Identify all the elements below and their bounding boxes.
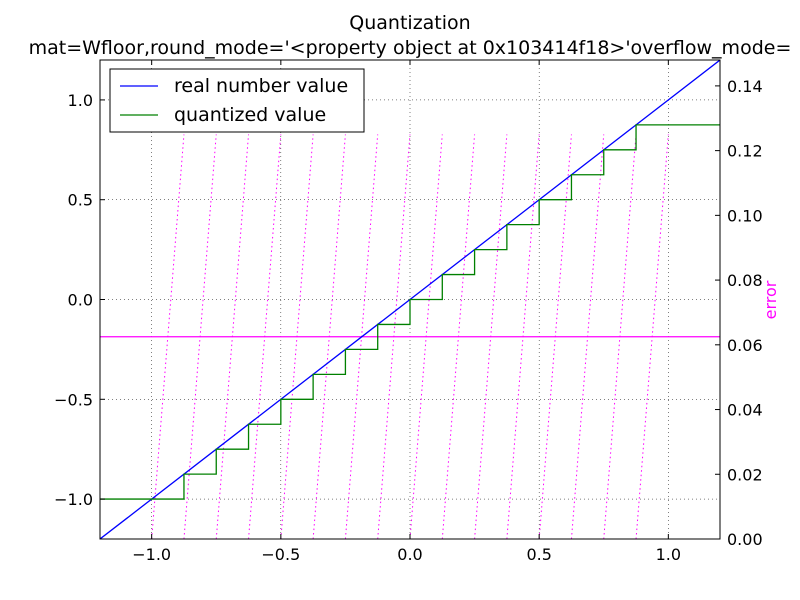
- y2-tick-label: 0.04: [727, 401, 763, 420]
- ticks: −1.0 −0.5 0.0 0.5 1.0 −1.0 −0.5 0.0 0.5 1.0 0.00 0.…: [54, 60, 763, 564]
- y2-tick-label: 0.10: [727, 206, 763, 225]
- y2-tick-label: 0.02: [727, 465, 763, 484]
- legend-label-quantized-value: quantized value: [174, 104, 326, 126]
- x-tick-label: −0.5: [261, 545, 300, 564]
- plot-area: [100, 60, 720, 539]
- series-line-quantized-value: [100, 124, 720, 500]
- x-tick-label: 0.0: [397, 545, 422, 564]
- y-tick-label: −0.5: [54, 390, 93, 409]
- legend: real number value quantized value: [109, 68, 365, 133]
- x-tick-label: 0.5: [526, 545, 551, 564]
- y2-tick-label: 0.08: [727, 271, 763, 290]
- y-tick-label: 0.0: [68, 291, 93, 310]
- y2-tick-label: 0.14: [727, 77, 763, 96]
- y2-tick-label: 0.06: [727, 336, 763, 355]
- legend-label-real-number-value: real number value: [174, 75, 348, 97]
- y-tick-label: 1.0: [68, 91, 93, 110]
- y2-tick-label: 0.12: [727, 142, 763, 161]
- chart-subtitle: mat=Wfloor,round_mode='<property object …: [29, 37, 792, 59]
- y-tick-label: 0.5: [68, 191, 93, 210]
- y2-tick-label: 0.00: [727, 530, 763, 549]
- x-tick-label: −1.0: [132, 545, 171, 564]
- legend-box: [109, 68, 365, 133]
- grid: [100, 60, 720, 539]
- x-tick-label: 1.0: [656, 545, 681, 564]
- chart-title: Quantization: [349, 12, 470, 34]
- y-tick-label: −1.0: [54, 490, 93, 509]
- y2-axis-label: error: [761, 280, 780, 319]
